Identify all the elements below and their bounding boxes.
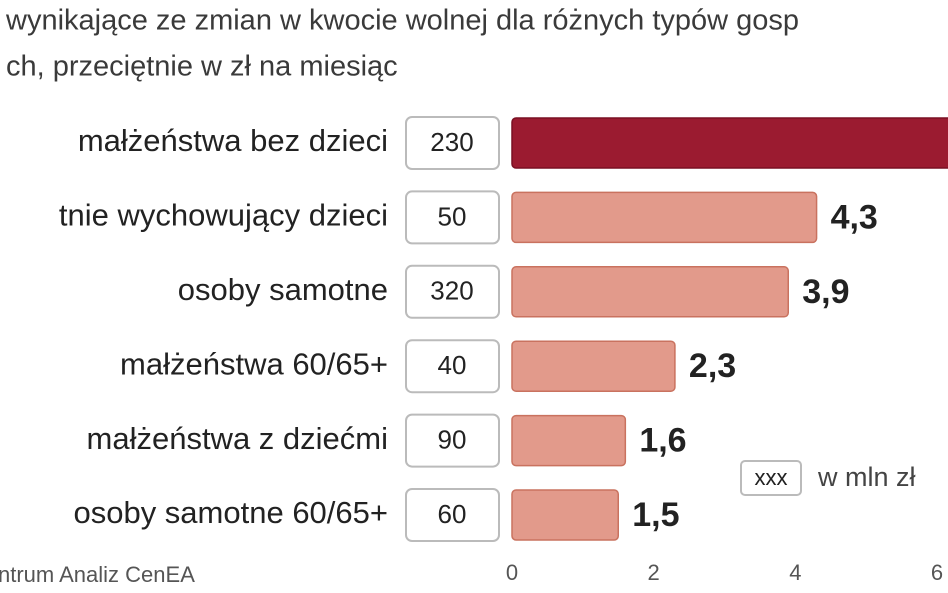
bar <box>511 266 789 318</box>
title-line: wynikające ze zmian w kwocie wolnej dla … <box>5 5 799 37</box>
box-value: 60 <box>438 499 467 529</box>
x-tick-label: 0 <box>506 560 518 585</box>
legend-box-text: xxx <box>755 465 788 490</box>
category-label: małżeństwa bez dzieci <box>78 123 388 158</box>
box-value: 230 <box>430 127 473 157</box>
bar <box>511 414 627 467</box>
value-label: 4,3 <box>831 198 878 236</box>
category-label: tnie wychowujący dzieci <box>59 198 388 233</box>
source: ntrum Analiz CenEA <box>0 562 195 587</box>
box-value: 320 <box>430 276 473 306</box>
value-label: 1,5 <box>632 496 679 534</box>
box-value: 90 <box>438 424 467 454</box>
x-tick-label: 6 <box>931 560 943 585</box>
value-label: 2,3 <box>689 347 736 385</box>
value-label: 3,9 <box>802 273 849 311</box>
x-tick-label: 2 <box>648 560 660 585</box>
bar <box>511 117 948 169</box>
legend-label: w mln zł <box>817 462 916 492</box>
bar <box>511 340 676 392</box>
category-label: małżeństwa z dziećmi <box>87 421 388 456</box>
bar <box>511 191 818 244</box>
box <box>405 264 500 319</box>
box-value: 50 <box>438 201 467 231</box>
title-line: ch, przeciętnie w zł na miesiąc <box>6 51 398 83</box>
box <box>405 413 500 468</box>
category-label: małżeństwa 60/65+ <box>120 346 388 381</box>
category-label: osoby samotne <box>178 272 388 307</box>
box <box>405 116 500 170</box>
x-tick-label: 4 <box>789 560 801 585</box>
box <box>405 488 500 542</box>
box <box>405 339 500 394</box>
value-label: 1,6 <box>639 422 686 460</box>
box-value: 40 <box>438 350 467 380</box>
legend-box <box>740 460 802 496</box>
box <box>405 190 500 245</box>
category-label: osoby samotne 60/65+ <box>73 495 388 530</box>
bar <box>511 489 619 541</box>
